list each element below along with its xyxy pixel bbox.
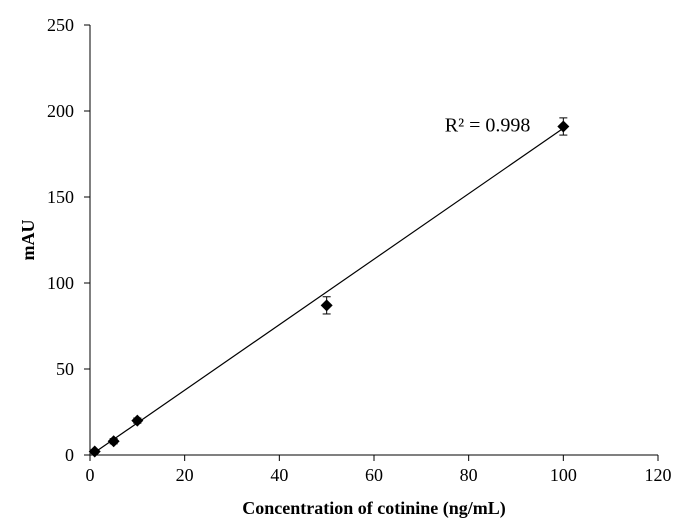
y-tick-label: 150: [47, 187, 74, 207]
data-point-diamond: [557, 120, 570, 133]
y-tick-label: 200: [47, 101, 74, 121]
data-point-diamond: [131, 414, 144, 427]
data-point-diamond: [88, 445, 101, 458]
y-tick-label: 100: [47, 273, 74, 293]
trendline: [94, 127, 564, 453]
y-tick-label: 0: [65, 445, 74, 465]
data-marks: [88, 117, 570, 458]
r-squared-annotation: R² = 0.998: [445, 115, 531, 137]
x-tick-label: 80: [460, 465, 478, 485]
x-tick-label: 40: [270, 465, 288, 485]
x-tick-label: 100: [550, 465, 577, 485]
axis-ticks: 0 50 100 150 200 250 0 20 40 60 80 100 120: [47, 15, 672, 485]
x-axis-title: Concentration of cotinine (ng/mL): [242, 498, 505, 519]
x-tick-label: 20: [176, 465, 194, 485]
x-tick-label: 0: [86, 465, 95, 485]
x-tick-label: 60: [365, 465, 383, 485]
y-tick-label: 250: [47, 15, 74, 35]
x-tick-label: 120: [645, 465, 672, 485]
y-axis-title: mAU: [18, 220, 38, 261]
data-point-diamond: [107, 435, 120, 448]
data-point-diamond: [320, 299, 333, 312]
y-tick-label: 50: [56, 359, 74, 379]
